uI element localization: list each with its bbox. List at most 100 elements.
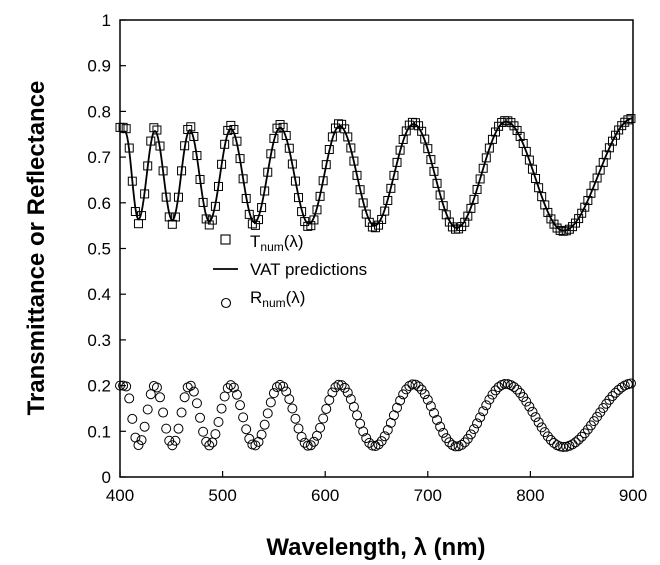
point-rnum [158, 407, 169, 418]
point-rnum [259, 419, 270, 430]
point-tnum [515, 131, 525, 141]
point-rnum [253, 436, 264, 447]
point-rnum [188, 386, 199, 397]
legend-label-rnum: Rnum(λ) [250, 288, 305, 310]
point-rnum [465, 429, 476, 440]
point-rnum [407, 379, 418, 390]
point-rnum [579, 428, 590, 439]
point-tnum [404, 120, 414, 130]
point-rnum [438, 427, 449, 438]
point-rnum [293, 423, 304, 434]
point-rnum [432, 414, 443, 425]
point-rnum [308, 436, 319, 447]
point-tnum [607, 136, 617, 146]
point-tnum [564, 224, 574, 234]
point-rnum [376, 436, 387, 447]
y-tick-label: 0.3 [87, 331, 111, 350]
x-tick-label: 700 [414, 486, 442, 505]
point-rnum [275, 379, 286, 390]
point-rnum [604, 394, 615, 405]
point-rnum [250, 440, 261, 451]
point-rnum [398, 389, 409, 400]
point-tnum [133, 219, 143, 229]
point-rnum [296, 431, 307, 442]
point-rnum [401, 384, 412, 395]
point-tnum [475, 174, 485, 184]
point-rnum [271, 382, 282, 393]
point-rnum [481, 400, 492, 411]
point-rnum [508, 381, 519, 392]
y-axis-title: Transmittance or Reflectance [23, 81, 50, 416]
point-rnum [176, 407, 187, 418]
y-tick-label: 0.1 [87, 422, 111, 441]
point-rnum [342, 387, 353, 398]
point-rnum [142, 404, 153, 415]
point-rnum [121, 381, 132, 392]
point-tnum [503, 116, 513, 126]
point-rnum [222, 383, 233, 394]
point-rnum [198, 426, 209, 437]
x-tick-label: 800 [516, 486, 544, 505]
point-rnum [475, 412, 486, 423]
legend-label-tnum: Tnum(λ) [250, 232, 304, 254]
legend-label-rnum-rest: (λ) [286, 288, 306, 307]
point-rnum [493, 382, 504, 393]
point-tnum [531, 173, 541, 183]
legend-marker-square [220, 234, 231, 245]
point-rnum [305, 440, 316, 451]
point-rnum [607, 391, 618, 402]
legend-label-tnum-main: T [250, 232, 260, 251]
point-rnum [413, 381, 424, 392]
point-rnum [265, 397, 276, 408]
point-rnum [478, 406, 489, 417]
x-tick-label: 400 [106, 486, 134, 505]
point-rnum [185, 380, 196, 391]
point-rnum [315, 422, 326, 433]
point-tnum [478, 163, 488, 173]
point-rnum [616, 382, 627, 393]
y-tick-label: 0.7 [87, 148, 111, 167]
point-tnum [583, 195, 593, 205]
legend-label-tnum-sub: num [260, 240, 283, 254]
point-rnum [179, 392, 190, 403]
point-rnum [256, 429, 267, 440]
point-tnum [410, 118, 420, 128]
point-rnum [379, 431, 390, 442]
point-rnum [352, 410, 363, 421]
point-rnum [358, 426, 369, 437]
point-tnum [186, 122, 196, 132]
point-tnum [466, 203, 476, 213]
point-tnum [617, 121, 627, 131]
point-rnum [238, 412, 249, 423]
point-rnum [318, 413, 329, 424]
x-tick-label: 600 [311, 486, 339, 505]
point-tnum [521, 146, 531, 156]
legend-label-rnum-main: R [250, 288, 262, 307]
x-axis-title: Wavelength, λ (nm) [266, 534, 485, 561]
point-tnum [626, 114, 636, 124]
point-tnum [623, 115, 633, 125]
y-tick-label: 1 [102, 11, 111, 30]
point-rnum [425, 401, 436, 412]
point-rnum [327, 387, 338, 398]
point-rnum [204, 440, 215, 451]
point-rnum [419, 389, 430, 400]
point-rnum [201, 436, 212, 447]
x-tick-label: 500 [208, 486, 236, 505]
point-rnum [533, 417, 544, 428]
series-layer [115, 114, 636, 452]
point-tnum [546, 214, 556, 224]
point-tnum [334, 119, 344, 129]
point-rnum [124, 393, 135, 404]
point-rnum [151, 382, 162, 393]
point-tnum [444, 217, 454, 227]
point-tnum [601, 150, 611, 160]
point-rnum [195, 412, 206, 423]
point-tnum [454, 224, 464, 234]
point-tnum [543, 207, 553, 217]
point-tnum [509, 121, 519, 131]
point-tnum [435, 190, 445, 200]
point-rnum [210, 429, 221, 440]
point-tnum [527, 164, 537, 174]
